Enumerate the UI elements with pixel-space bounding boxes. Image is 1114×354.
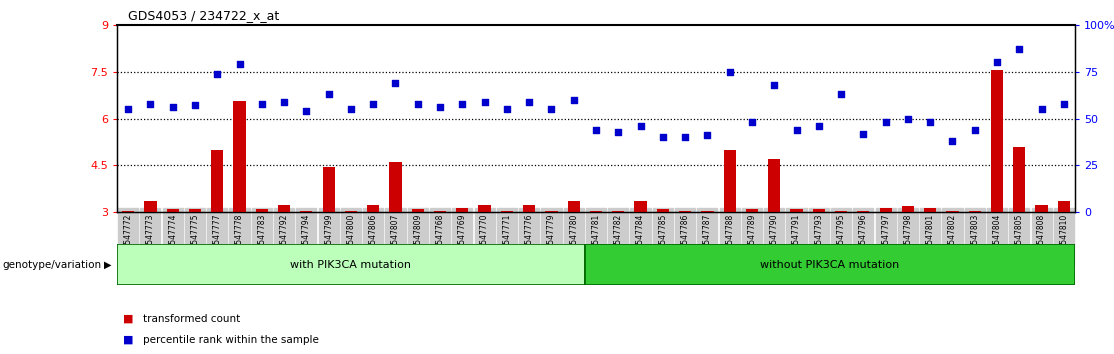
Point bbox=[832, 91, 850, 97]
Text: transformed count: transformed count bbox=[143, 314, 240, 324]
Bar bbox=[678, 211, 691, 212]
Bar bbox=[613, 211, 624, 212]
Bar bbox=[524, 205, 536, 212]
Point bbox=[208, 71, 226, 76]
Point bbox=[320, 91, 338, 97]
Bar bbox=[836, 211, 847, 212]
Bar bbox=[479, 205, 490, 212]
Point bbox=[899, 116, 917, 121]
Bar bbox=[567, 201, 579, 212]
Point bbox=[297, 108, 315, 114]
Point bbox=[721, 69, 739, 74]
Point bbox=[520, 99, 538, 104]
Point bbox=[676, 135, 694, 140]
Bar bbox=[411, 209, 423, 212]
Bar bbox=[858, 211, 869, 212]
Point bbox=[765, 82, 783, 88]
Point bbox=[565, 97, 583, 103]
Point bbox=[944, 138, 961, 144]
Point bbox=[632, 123, 649, 129]
Point bbox=[788, 127, 805, 133]
Point bbox=[966, 127, 984, 133]
Bar bbox=[769, 159, 780, 212]
Bar bbox=[390, 162, 401, 212]
Point bbox=[743, 120, 761, 125]
Point bbox=[654, 135, 672, 140]
Point bbox=[1010, 46, 1028, 52]
Bar bbox=[657, 209, 668, 212]
Bar bbox=[1058, 201, 1069, 212]
Bar bbox=[368, 205, 379, 212]
Bar bbox=[278, 205, 290, 212]
Point bbox=[164, 104, 182, 110]
Text: genotype/variation: genotype/variation bbox=[2, 259, 101, 270]
Bar bbox=[500, 211, 512, 212]
Point bbox=[587, 127, 605, 133]
Point bbox=[119, 106, 137, 112]
Text: ■: ■ bbox=[123, 335, 133, 345]
Point bbox=[988, 59, 1006, 65]
Bar bbox=[123, 211, 134, 212]
Bar bbox=[724, 150, 736, 212]
Bar bbox=[1014, 147, 1025, 212]
Point bbox=[231, 61, 248, 67]
Text: percentile rank within the sample: percentile rank within the sample bbox=[143, 335, 319, 345]
Point bbox=[877, 120, 895, 125]
Point bbox=[141, 101, 159, 107]
Point bbox=[275, 99, 293, 104]
Point bbox=[431, 104, 449, 110]
Bar bbox=[968, 211, 980, 212]
Point bbox=[186, 103, 204, 108]
Point bbox=[609, 129, 627, 135]
Bar bbox=[345, 211, 356, 212]
Bar bbox=[212, 150, 223, 212]
Bar bbox=[880, 208, 891, 212]
Bar bbox=[322, 167, 334, 212]
Text: with PIK3CA mutation: with PIK3CA mutation bbox=[291, 259, 411, 270]
Point bbox=[453, 101, 471, 107]
Point bbox=[498, 106, 516, 112]
Bar bbox=[546, 211, 558, 212]
Point bbox=[409, 101, 427, 107]
Bar bbox=[585, 244, 1075, 285]
Point bbox=[1055, 101, 1073, 107]
Point bbox=[543, 106, 560, 112]
Point bbox=[810, 123, 828, 129]
Bar bbox=[813, 209, 824, 212]
Bar bbox=[433, 211, 446, 212]
Bar bbox=[902, 206, 913, 212]
Bar bbox=[947, 211, 958, 212]
Point bbox=[854, 131, 872, 136]
Point bbox=[921, 120, 939, 125]
Text: ▶: ▶ bbox=[104, 259, 111, 270]
Bar bbox=[117, 244, 585, 285]
Bar bbox=[188, 209, 201, 212]
Text: GDS4053 / 234722_x_at: GDS4053 / 234722_x_at bbox=[128, 9, 280, 22]
Bar bbox=[234, 101, 245, 212]
Text: without PIK3CA mutation: without PIK3CA mutation bbox=[760, 259, 900, 270]
Point bbox=[342, 106, 360, 112]
Bar bbox=[991, 70, 1003, 212]
Point bbox=[698, 133, 716, 138]
Point bbox=[253, 101, 271, 107]
Bar bbox=[790, 209, 802, 212]
Bar bbox=[635, 201, 646, 212]
Bar bbox=[702, 211, 714, 212]
Point bbox=[364, 101, 382, 107]
Bar bbox=[255, 209, 267, 212]
Bar bbox=[300, 211, 312, 212]
Point bbox=[476, 99, 494, 104]
Point bbox=[1033, 106, 1051, 112]
Bar bbox=[925, 208, 936, 212]
Point bbox=[387, 80, 404, 86]
Bar bbox=[457, 208, 469, 212]
Bar bbox=[590, 211, 602, 212]
Bar bbox=[1036, 205, 1047, 212]
Bar bbox=[746, 209, 758, 212]
Bar bbox=[167, 209, 178, 212]
Text: ■: ■ bbox=[123, 314, 133, 324]
Bar bbox=[144, 201, 156, 212]
